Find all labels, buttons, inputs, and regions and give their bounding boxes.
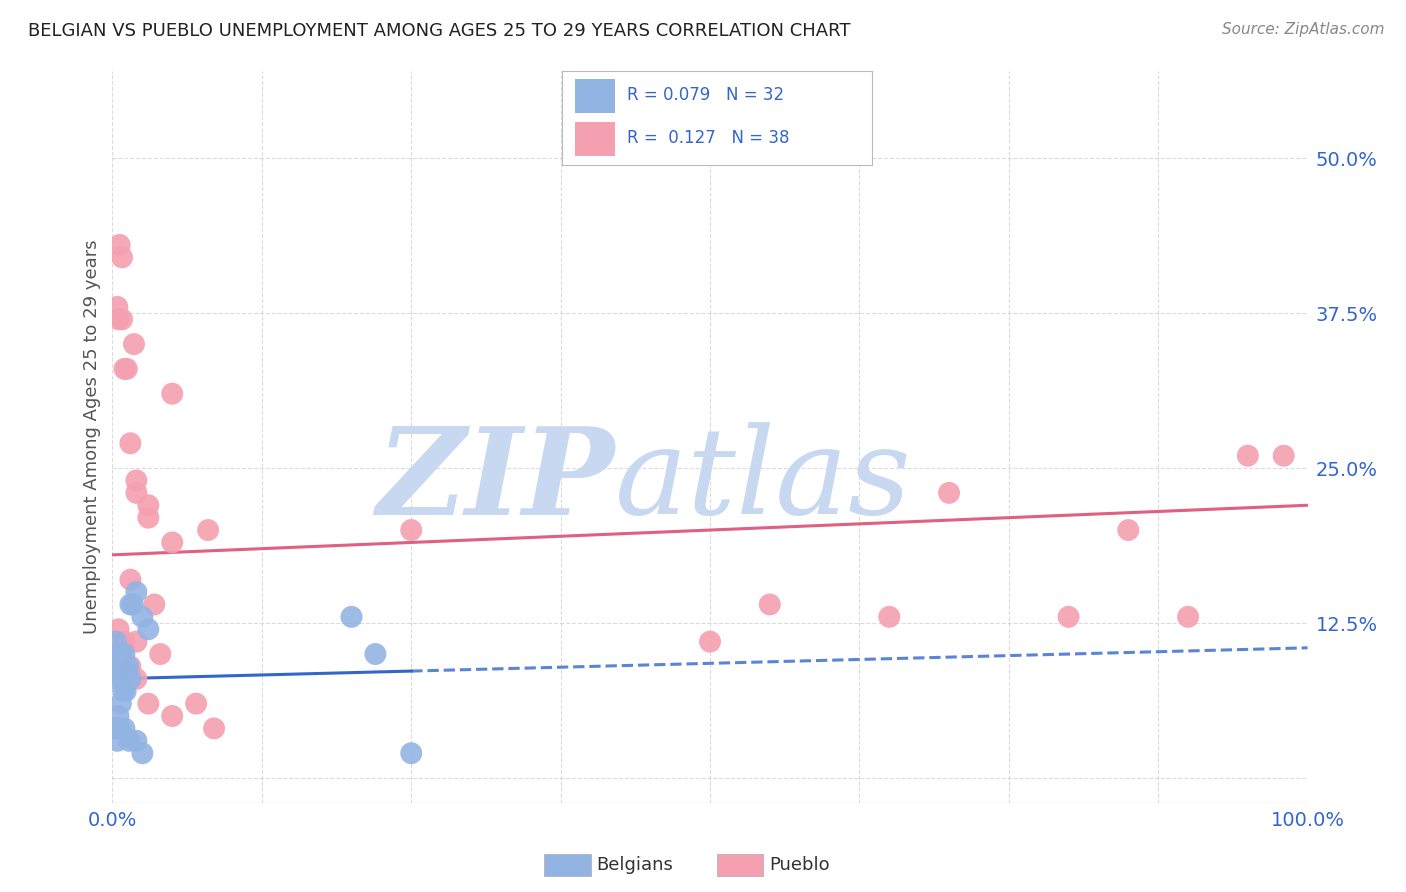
Point <box>118 734 141 748</box>
Point <box>115 659 138 673</box>
Point <box>131 610 153 624</box>
Point <box>138 697 160 711</box>
Point <box>149 647 172 661</box>
Point <box>107 312 129 326</box>
Text: ZIP: ZIP <box>377 422 614 541</box>
Point <box>105 722 128 736</box>
Point <box>114 647 135 661</box>
Point <box>120 672 142 686</box>
Point <box>162 709 183 723</box>
Point <box>112 672 135 686</box>
Point <box>108 722 131 736</box>
Point <box>125 634 148 648</box>
Point <box>879 610 901 624</box>
Point <box>138 498 160 512</box>
Point <box>1237 449 1260 463</box>
Text: BELGIAN VS PUEBLO UNEMPLOYMENT AMONG AGES 25 TO 29 YEARS CORRELATION CHART: BELGIAN VS PUEBLO UNEMPLOYMENT AMONG AGE… <box>28 22 851 40</box>
Point <box>125 474 148 488</box>
Point <box>125 734 148 748</box>
Point <box>125 486 148 500</box>
Point <box>1057 610 1080 624</box>
Point <box>401 746 423 760</box>
Bar <box>575 78 614 112</box>
Point <box>121 598 143 612</box>
Point <box>1272 449 1295 463</box>
Point <box>105 672 128 686</box>
Point <box>759 598 782 612</box>
Point <box>115 362 138 376</box>
Point <box>340 610 363 624</box>
Point <box>131 746 153 760</box>
Text: Belgians: Belgians <box>596 856 673 874</box>
Text: R =  0.127   N = 38: R = 0.127 N = 38 <box>627 129 790 147</box>
Y-axis label: Unemployment Among Ages 25 to 29 years: Unemployment Among Ages 25 to 29 years <box>83 240 101 634</box>
Point <box>104 659 127 673</box>
Point <box>364 647 387 661</box>
Text: Source: ZipAtlas.com: Source: ZipAtlas.com <box>1222 22 1385 37</box>
Point <box>107 622 129 636</box>
Point <box>1177 610 1199 624</box>
Point <box>125 585 148 599</box>
Point <box>186 697 208 711</box>
Point <box>162 386 183 401</box>
Point <box>111 250 134 264</box>
Point <box>120 573 142 587</box>
Point <box>112 684 135 698</box>
Point <box>111 312 134 326</box>
Point <box>110 659 132 673</box>
Point <box>138 622 160 636</box>
Point <box>117 659 139 673</box>
Point <box>938 486 960 500</box>
Point <box>108 647 131 661</box>
Point <box>202 722 225 736</box>
Point <box>143 598 166 612</box>
Text: Pueblo: Pueblo <box>769 856 830 874</box>
Point <box>114 634 135 648</box>
Point <box>114 684 136 698</box>
Point <box>1118 523 1140 537</box>
Text: atlas: atlas <box>614 422 911 540</box>
Point <box>401 523 423 537</box>
Point <box>111 647 134 661</box>
Point <box>107 709 129 723</box>
Text: R = 0.079   N = 32: R = 0.079 N = 32 <box>627 87 785 104</box>
Bar <box>575 122 614 156</box>
Point <box>105 634 128 648</box>
Point <box>114 362 135 376</box>
Point <box>108 238 131 252</box>
Point <box>162 535 183 549</box>
Point <box>138 510 160 524</box>
Point <box>699 634 721 648</box>
Point <box>104 722 127 736</box>
Point <box>105 300 128 314</box>
Point <box>197 523 219 537</box>
Point <box>120 436 142 450</box>
Point <box>107 647 129 661</box>
Point <box>122 337 145 351</box>
Point <box>110 697 132 711</box>
Point <box>120 598 142 612</box>
Point <box>114 722 135 736</box>
Point <box>125 672 148 686</box>
Point <box>120 659 142 673</box>
Point <box>105 734 128 748</box>
